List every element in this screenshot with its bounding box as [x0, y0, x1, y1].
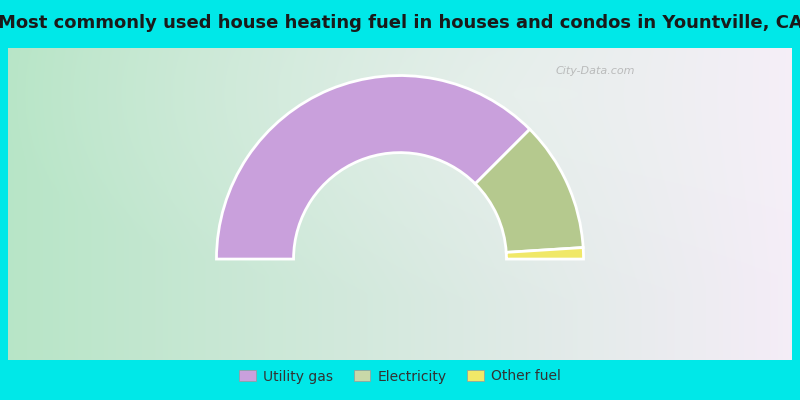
Legend: Utility gas, Electricity, Other fuel: Utility gas, Electricity, Other fuel [234, 364, 566, 389]
Text: Most commonly used house heating fuel in houses and condos in Yountville, CA: Most commonly used house heating fuel in… [0, 14, 800, 32]
Wedge shape [506, 248, 583, 259]
Text: City-Data.com: City-Data.com [555, 66, 635, 76]
Wedge shape [217, 76, 530, 259]
Wedge shape [475, 129, 583, 252]
